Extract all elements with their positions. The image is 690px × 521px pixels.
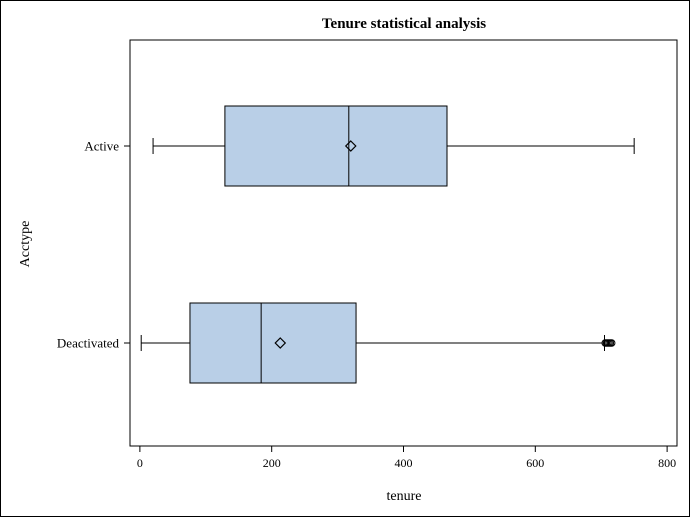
mean-marker (344, 140, 357, 152)
x-axis-label: tenure (387, 489, 422, 504)
iqr-box (189, 302, 357, 384)
y-tick-label: Deactivated (57, 336, 120, 351)
x-tick-label: 600 (526, 456, 544, 470)
y-axis-label: Acctype (18, 221, 33, 268)
iqr-box (224, 105, 448, 187)
plot-area (129, 39, 678, 447)
x-tick-label: 400 (395, 456, 413, 470)
x-axis: 0 200 400 600 800 (137, 446, 676, 470)
box-group-active (152, 105, 635, 187)
x-tick-label: 0 (137, 456, 143, 470)
x-tick-label: 800 (658, 456, 676, 470)
box-group-deactivated (140, 302, 616, 384)
y-tick-label: Active (84, 139, 119, 154)
outlier-point (608, 339, 616, 347)
chart-title: Tenure statistical analysis (322, 16, 486, 32)
mean-marker (274, 337, 287, 349)
chart-marks (140, 105, 635, 384)
x-tick-label: 200 (263, 456, 281, 470)
y-axis: Active Deactivated (57, 139, 130, 351)
